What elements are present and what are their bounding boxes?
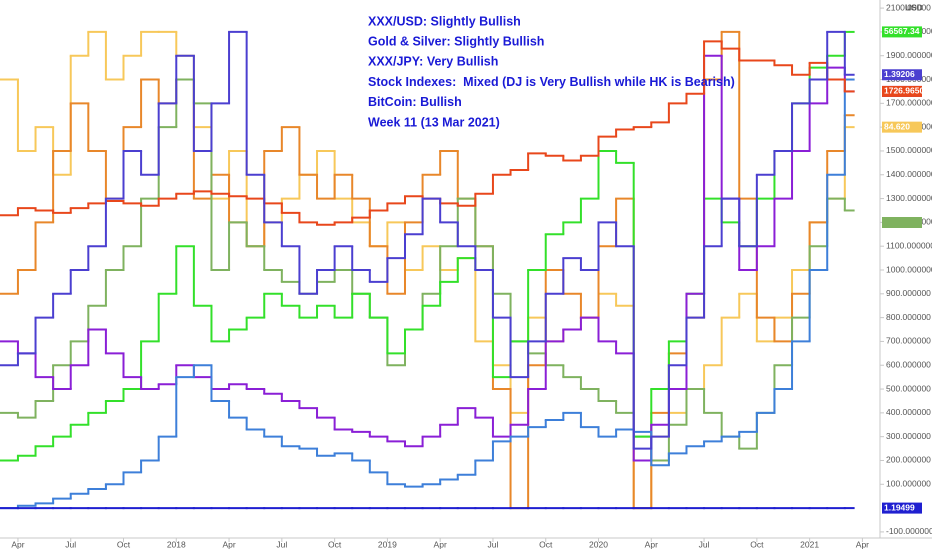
annotations: XXX/USD: Slightly Bullish Gold & Silver: …	[368, 14, 735, 129]
price-badge-label: 1726.96500	[884, 86, 929, 96]
x-tick-label: 2018	[167, 539, 186, 549]
x-tick-label: 2020	[589, 539, 608, 549]
x-tick-label: Jul	[699, 539, 710, 549]
annotation: Gold & Silver: Slightly Bullish	[368, 34, 544, 48]
annotation: Stock Indexes: Mixed (DJ is Very Bullish…	[368, 75, 735, 89]
y-tick-label: 300.000000	[886, 431, 931, 441]
price-badge	[882, 69, 922, 81]
y-tick-label: 1700.000000	[886, 98, 932, 108]
price-badge	[882, 121, 922, 133]
plot	[0, 30, 855, 510]
y-tick-label: 200.000000	[886, 455, 931, 465]
y-tick-label: 500.000000	[886, 383, 931, 393]
axis-unit: USD	[905, 2, 923, 12]
price-badge	[882, 502, 922, 514]
price-badge	[882, 85, 922, 97]
x-tick-label: Oct	[539, 539, 553, 549]
price-badge-label: 1.19499	[884, 502, 915, 512]
x-tick-label: Apr	[434, 539, 447, 549]
annotation: XXX/USD: Slightly Bullish	[368, 14, 521, 28]
y-tick-label: -100.000000	[886, 526, 932, 536]
series	[0, 40, 855, 226]
y-tick-label: 100.000000	[886, 479, 931, 489]
x-tick-label: Apr	[856, 539, 869, 549]
y-tick-label: 900.000000	[886, 288, 931, 298]
price-badge	[882, 217, 922, 228]
y-tick-label: 1400.000000	[886, 169, 932, 179]
price-badge-label: 84.620	[884, 121, 910, 131]
x-tick-label: Oct	[328, 539, 342, 549]
price-badge	[882, 26, 922, 38]
annotation: Week 11 (13 Mar 2021)	[368, 115, 500, 129]
x-tick-label: Oct	[117, 539, 131, 549]
y-tick-label: 600.000000	[886, 359, 931, 369]
y-tick-label: 1500.000000	[886, 145, 932, 155]
series	[0, 78, 855, 510]
x-tick-label: Apr	[11, 539, 24, 549]
y-tick-label: 2100.00000	[886, 2, 931, 12]
y-tick-label: 1900.000000	[886, 50, 932, 60]
x-tick-label: 2021	[800, 539, 819, 549]
price-badge-label: 1.39206	[884, 69, 915, 79]
y-tick-label: 1000.000000	[886, 264, 932, 274]
x-tick-label: Oct	[750, 539, 764, 549]
y-tick-label: 700.000000	[886, 336, 931, 346]
x-tick-label: Jul	[65, 539, 76, 549]
x-tick-label: Apr	[222, 539, 235, 549]
annotation: BitCoin: Bullish	[368, 95, 462, 109]
x-tick-label: Jul	[488, 539, 499, 549]
y-tick-label: 1100.000000	[886, 240, 932, 250]
x-tick-label: 2019	[378, 539, 397, 549]
annotation: XXX/JPY: Very Bullish	[368, 55, 498, 69]
series	[0, 30, 855, 450]
axes: 2100.000002000.0000001900.0000001800.000…	[11, 2, 932, 549]
y-tick-label: 400.000000	[886, 407, 931, 417]
y-tick-label: 1300.000000	[886, 193, 932, 203]
x-tick-label: Jul	[276, 539, 287, 549]
price-badge-label: 56567.34	[884, 26, 920, 36]
y-tick-label: 800.000000	[886, 312, 931, 322]
x-tick-label: Apr	[645, 539, 658, 549]
